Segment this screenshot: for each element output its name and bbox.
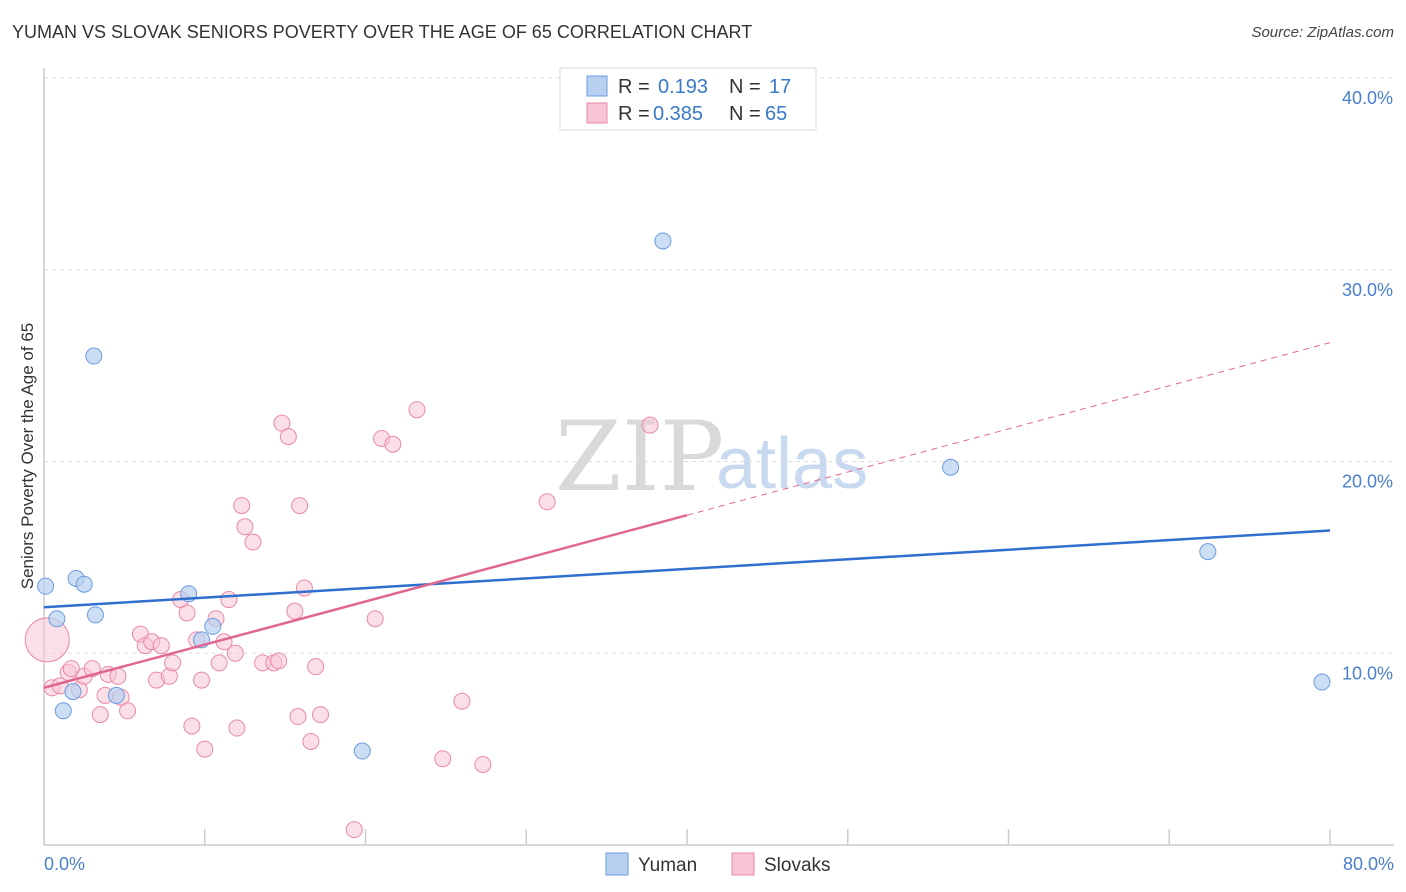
y-tick-label: 20.0% <box>1342 472 1393 492</box>
point-slovaks <box>119 702 137 720</box>
point-slovaks <box>91 706 109 724</box>
point-yuman <box>353 742 371 760</box>
point-slovaks <box>178 604 196 622</box>
point-slovaks <box>286 602 304 620</box>
x-tick-label-min: 0.0% <box>44 854 85 874</box>
point-slovaks <box>384 435 402 453</box>
point-yuman <box>654 232 672 250</box>
point-slovaks <box>152 637 170 655</box>
point-slovaks <box>307 658 325 676</box>
legend-swatch-yuman <box>586 75 608 97</box>
chart-title: YUMAN VS SLOVAK SENIORS POVERTY OVER THE… <box>12 22 753 42</box>
y-tick-label: 10.0% <box>1342 663 1393 683</box>
trend-line-slovaks-extension <box>686 342 1331 516</box>
legend-n-value-yuman: 17 <box>769 76 791 98</box>
point-slovaks <box>474 755 492 773</box>
legend-n-label-slovaks: N = <box>729 103 761 125</box>
series-legend-swatch-yuman <box>605 852 629 876</box>
legend-n-value-slovaks: 65 <box>765 103 787 125</box>
x-ticks <box>204 829 1331 845</box>
point-slovaks <box>220 591 238 609</box>
trend-line-slovaks <box>43 513 688 689</box>
point-slovaks <box>311 706 329 724</box>
series-legend-swatch-slovaks <box>731 852 755 876</box>
point-slovaks <box>289 708 307 726</box>
point-slovaks <box>302 732 320 750</box>
point-slovaks <box>244 533 262 551</box>
point-slovaks <box>233 497 251 515</box>
point-yuman <box>85 347 103 365</box>
point-yuman <box>204 617 222 635</box>
point-slovaks <box>538 493 556 511</box>
point-slovaks <box>164 654 182 672</box>
point-slovaks <box>62 660 80 678</box>
point-slovaks <box>226 644 244 662</box>
point-yuman <box>1199 543 1217 561</box>
series-legend-label-slovaks: Slovaks <box>764 855 831 876</box>
point-slovaks <box>408 401 426 419</box>
data-points <box>24 232 1331 839</box>
point-yuman <box>942 458 960 476</box>
series-legend-label-yuman: Yuman <box>638 855 697 876</box>
point-yuman <box>64 683 82 701</box>
point-yuman <box>54 702 72 720</box>
legend-n-label-yuman: N = <box>729 76 761 98</box>
point-yuman <box>86 606 104 624</box>
point-slovaks <box>196 740 214 758</box>
point-slovaks <box>270 652 288 670</box>
y-tick-labels: 10.0% 20.0% 30.0% 40.0% <box>1342 88 1393 683</box>
watermark-atlas: atlas <box>716 424 868 504</box>
source-label: Source: ZipAtlas.com <box>1251 24 1394 41</box>
point-slovaks <box>279 428 297 446</box>
trend-line-yuman <box>43 529 1331 609</box>
legend-r-value-slovaks: 0.385 <box>653 103 703 125</box>
series-legend: Yuman Slovaks <box>605 852 831 876</box>
point-slovaks <box>24 617 70 663</box>
stats-legend: R = 0.193 N = 17 R = 0.385 N = 65 <box>559 67 817 131</box>
point-slovaks <box>434 750 452 768</box>
y-tick-label: 30.0% <box>1342 280 1393 300</box>
point-slovaks <box>228 719 246 737</box>
point-slovaks <box>210 654 228 672</box>
y-tick-label: 40.0% <box>1342 88 1393 108</box>
legend-r-label-yuman: R = <box>618 76 650 98</box>
trend-lines <box>43 342 1331 689</box>
point-slovaks <box>193 671 211 689</box>
legend-r-value-yuman: 0.193 <box>658 76 708 98</box>
point-slovaks <box>295 579 313 597</box>
point-slovaks <box>641 416 659 434</box>
point-yuman <box>1313 673 1331 691</box>
legend-r-label-slovaks: R = <box>618 103 650 125</box>
legend-swatch-slovaks <box>586 102 608 124</box>
point-slovaks <box>183 717 201 735</box>
point-yuman <box>37 577 55 595</box>
point-slovaks <box>236 518 254 536</box>
watermark-zip: ZIP <box>555 401 724 513</box>
point-yuman <box>75 575 93 593</box>
point-slovaks <box>345 821 363 839</box>
point-slovaks <box>453 692 471 710</box>
point-slovaks <box>291 497 309 515</box>
point-yuman <box>107 686 125 704</box>
y-axis-label: Seniors Poverty Over the Age of 65 <box>18 323 37 589</box>
point-slovaks <box>366 610 384 628</box>
x-tick-label-max: 80.0% <box>1343 854 1394 874</box>
point-yuman <box>48 610 66 628</box>
